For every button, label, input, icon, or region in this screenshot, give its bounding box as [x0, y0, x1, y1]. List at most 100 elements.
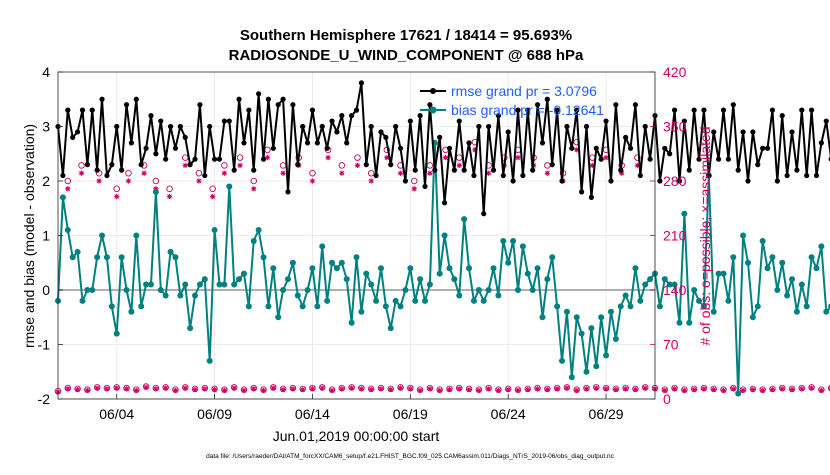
obs-assimilated-point — [799, 386, 805, 392]
obs-assimilated-point — [221, 170, 227, 176]
bias-point — [206, 357, 213, 364]
obs-assimilated-point — [691, 387, 697, 393]
obs-possible-point — [209, 185, 216, 193]
rmse-point — [167, 123, 174, 130]
bias-point — [417, 276, 424, 283]
rmse-point — [745, 178, 751, 184]
bias-point — [333, 265, 340, 272]
bias-point — [236, 276, 243, 283]
obs-assimilated-point — [221, 387, 227, 394]
bias-point — [211, 227, 218, 234]
obs-assimilated-point — [466, 387, 472, 393]
bias-point — [696, 297, 703, 304]
y2-tick-label: 0 — [663, 391, 671, 407]
bias-point — [661, 276, 668, 283]
rmse-point — [427, 102, 433, 108]
bias-point — [143, 281, 150, 288]
bias-point — [363, 270, 370, 277]
obs-possible-point — [64, 177, 72, 185]
obs-assimilated-point — [437, 387, 443, 394]
rmse-point — [177, 123, 183, 130]
bias-point — [568, 374, 575, 381]
obs-assimilated-point — [397, 385, 404, 391]
bias-point — [245, 303, 252, 310]
bias-point — [270, 265, 277, 272]
bias-point — [617, 303, 624, 310]
bias-point — [823, 308, 830, 315]
bias-point — [299, 303, 306, 310]
obs-assimilated-point — [730, 386, 736, 392]
rmse-point — [339, 113, 345, 119]
bias-point — [519, 243, 526, 250]
bias-point — [691, 287, 698, 293]
bias-point — [255, 227, 262, 234]
bias-point — [123, 287, 130, 293]
bias-point — [554, 303, 561, 310]
obs-assimilated-point — [472, 147, 478, 153]
plot-frame — [57, 71, 656, 400]
bias-point — [818, 243, 825, 250]
legend-marker-rmse — [430, 88, 436, 94]
bias-point — [250, 237, 257, 244]
obs-assimilated-point — [544, 387, 550, 393]
y-tick-label: 0 — [42, 282, 50, 298]
bias-point — [368, 281, 375, 288]
bias-point — [314, 303, 321, 310]
obs-assimilated-point — [339, 170, 345, 176]
rmse-point — [158, 118, 164, 124]
obs-possible-point — [309, 169, 316, 177]
rmse-point — [613, 102, 619, 108]
bias-point — [593, 363, 600, 370]
obs-possible-point — [152, 177, 160, 185]
rmse-point — [637, 172, 643, 179]
grid — [58, 71, 655, 400]
rmse-point — [378, 129, 384, 135]
rmse-point — [89, 107, 95, 113]
rmse-point — [544, 96, 550, 102]
rmse-point — [578, 189, 585, 195]
y-tick-label: -1 — [38, 337, 51, 353]
obs-assimilated-point — [237, 162, 243, 169]
rmse-point — [275, 102, 281, 108]
obs-assimilated-point — [779, 386, 785, 392]
obs-assimilated-point — [65, 186, 71, 192]
obs-assimilated-point — [192, 387, 198, 393]
bias-point — [529, 287, 536, 293]
bias-point — [392, 297, 399, 304]
obs-assimilated-point — [172, 387, 179, 394]
bias-point — [715, 270, 722, 277]
rmse-point — [740, 129, 746, 135]
bias-point — [539, 314, 546, 321]
legend-marker-bias — [429, 106, 437, 114]
rmse-point — [642, 123, 648, 130]
bias-point — [280, 287, 287, 293]
rmse-point — [569, 145, 575, 151]
x-tick-label: 06/14 — [295, 406, 330, 422]
obs-assimilated-point — [740, 387, 746, 394]
bias-point — [798, 281, 805, 288]
obs-assimilated-point — [417, 387, 423, 394]
bias-point — [583, 368, 590, 375]
obs-assimilated-point — [163, 385, 169, 391]
rmse-point — [133, 96, 139, 102]
bias-point — [769, 254, 776, 261]
obs-assimilated-point — [818, 387, 824, 394]
obs-possible-point — [338, 162, 346, 169]
rmse-point — [794, 167, 800, 173]
bias-point — [578, 330, 585, 337]
rmse-point — [476, 123, 482, 130]
rmse-point — [760, 145, 766, 151]
bias-point — [759, 237, 766, 244]
y2-tick-label: 140 — [663, 282, 687, 298]
rmse-point — [481, 211, 487, 217]
obs-assimilated-point — [593, 385, 599, 391]
rmse-point — [373, 172, 379, 179]
obs-assimilated-point — [603, 155, 609, 161]
bias-point — [387, 325, 394, 332]
bias-point — [466, 265, 473, 272]
rmse-point — [520, 172, 526, 179]
bias-point — [789, 276, 796, 283]
bias-point — [177, 292, 184, 299]
legend: rmse grand pr = 3.0796 bias grand pr = -… — [420, 83, 604, 118]
obs-assimilated-point — [634, 162, 640, 169]
